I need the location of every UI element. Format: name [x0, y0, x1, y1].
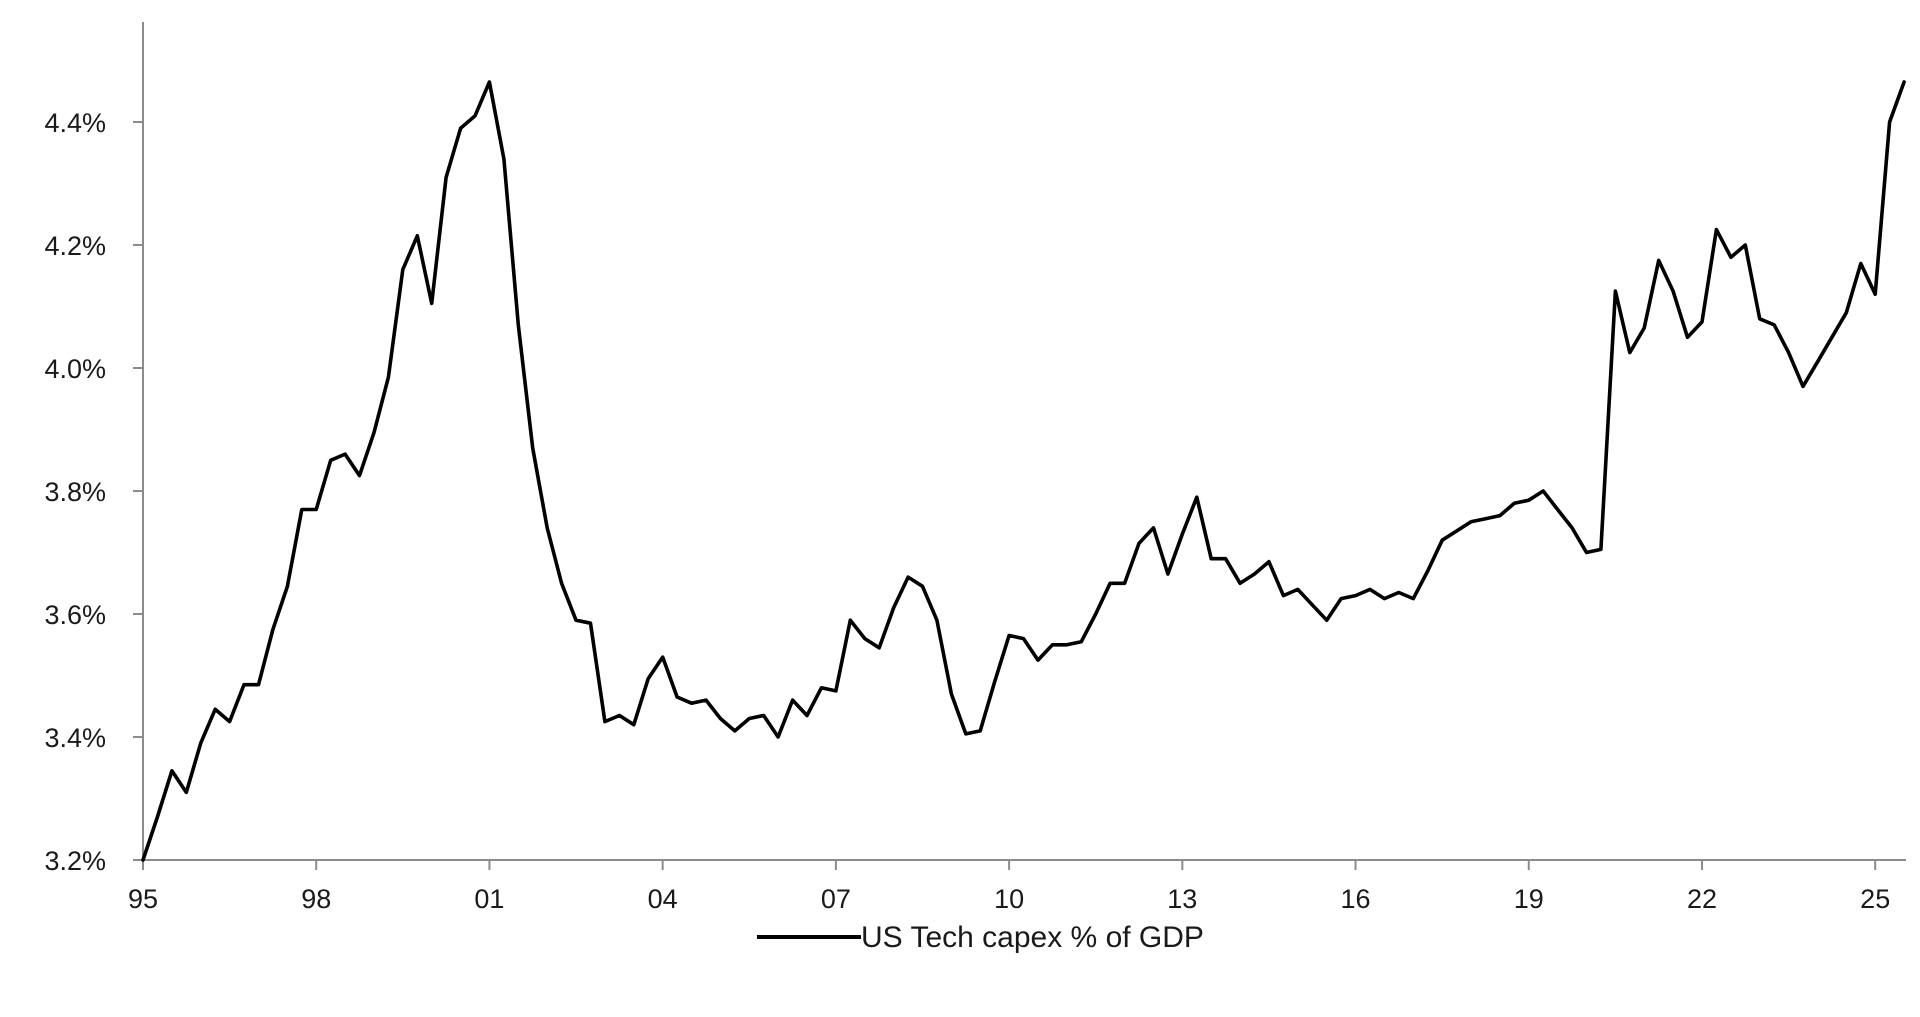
x-tick-label: 98	[301, 884, 331, 914]
legend: US Tech capex % of GDP	[757, 921, 1204, 954]
x-tick-label: 01	[474, 884, 504, 914]
x-tick-label: 25	[1860, 884, 1890, 914]
y-axis-ticks: 3.2% 3.4% 3.6% 3.8% 4.0% 4.2% 4.4%	[44, 108, 143, 876]
x-tick-label: 04	[648, 884, 678, 914]
x-axis-ticks: 95 98 01 04 07 10 13 16 19 22 25	[128, 860, 1890, 914]
x-tick-label: 16	[1341, 884, 1371, 914]
x-tick-label: 10	[994, 884, 1024, 914]
y-tick-label: 3.6%	[44, 600, 106, 630]
x-tick-label: 13	[1167, 884, 1197, 914]
axes	[142, 22, 1906, 861]
x-tick-label: 22	[1687, 884, 1717, 914]
y-tick-label: 3.2%	[44, 846, 106, 876]
legend-label: US Tech capex % of GDP	[861, 921, 1204, 954]
x-tick-label: 19	[1514, 884, 1544, 914]
y-tick-label: 4.2%	[44, 231, 106, 261]
y-tick-label: 3.4%	[44, 723, 106, 753]
y-tick-label: 4.4%	[44, 108, 106, 138]
series-line	[141, 80, 1906, 862]
series-lines	[141, 80, 1906, 862]
x-tick-label: 07	[821, 884, 851, 914]
y-tick-label: 4.0%	[44, 354, 106, 384]
y-tick-label: 3.8%	[44, 477, 106, 507]
x-tick-label: 95	[128, 884, 158, 914]
